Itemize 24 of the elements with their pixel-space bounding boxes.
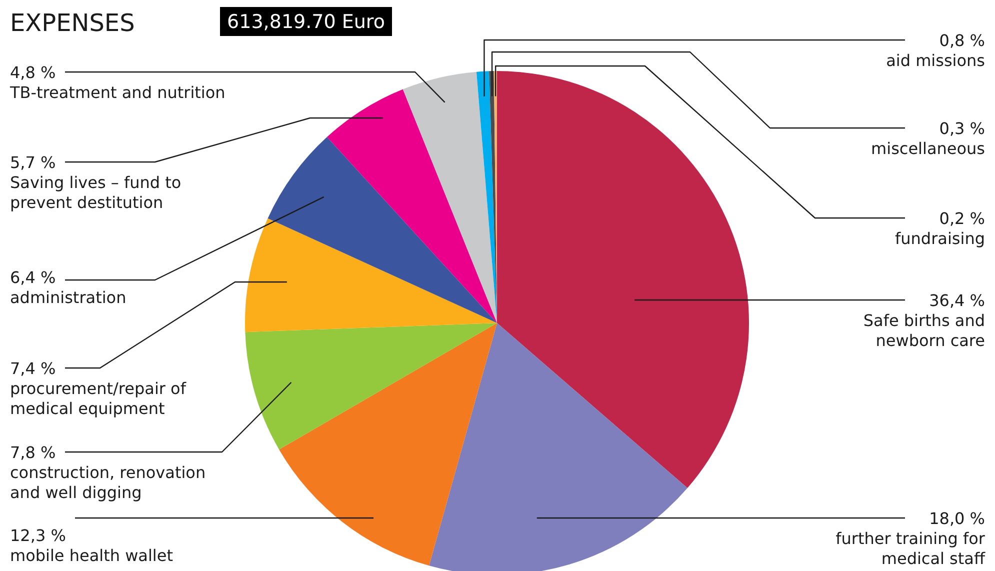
slice-label: miscellaneous [871, 139, 985, 158]
data-label: 7,4 % [10, 359, 56, 378]
slice-label: procurement/repair of medical equipment [10, 379, 186, 418]
data-label: 5,7 % [10, 153, 56, 172]
slice-label: Saving lives – fund to prevent destitution [10, 173, 182, 212]
data-label: 0,3 % [939, 119, 985, 138]
data-label: 36,4 % [929, 291, 985, 310]
chart-subtitle: 613,819.70 Euro [227, 11, 385, 33]
slice-label: Safe births and newborn care [863, 311, 985, 350]
data-label: 0,8 % [939, 31, 985, 50]
chart-title: EXPENSES [10, 9, 135, 37]
slice-label: aid missions [886, 51, 985, 70]
data-label: 7,8 % [10, 443, 56, 462]
data-label: 18,0 % [929, 509, 985, 528]
slice-label: construction, renovation and well digging [10, 463, 206, 502]
slice-label: administration [10, 288, 126, 307]
data-label: 6,4 % [10, 268, 56, 287]
data-label: 0,2 % [939, 209, 985, 228]
slice-label: TB-treatment and nutrition [9, 83, 226, 102]
data-label: 4,8 % [10, 63, 56, 82]
data-label: 12,3 % [10, 526, 66, 545]
slice-label: fundraising [895, 229, 985, 248]
slice-label: further training for medical staff [836, 529, 986, 568]
slice-label: mobile health wallet [10, 546, 173, 565]
